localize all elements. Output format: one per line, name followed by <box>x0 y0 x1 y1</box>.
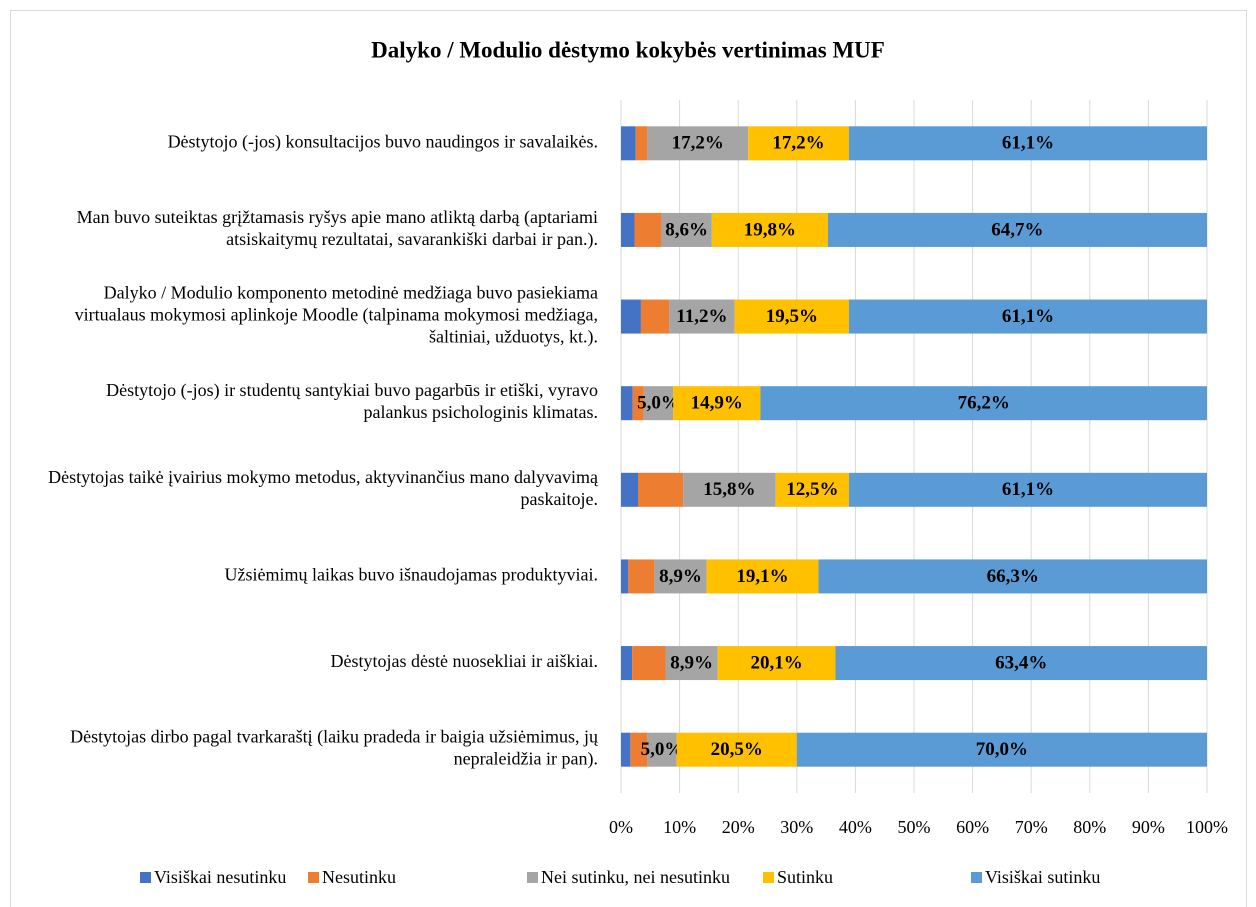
category-label: Dėstytojas dirbo pagal tvarkaraštį (laik… <box>70 727 599 770</box>
category-label: Dėstytojas taikė įvairius mokymo metodus… <box>48 467 599 509</box>
value-label: 17,2% <box>672 133 724 154</box>
bar-segment <box>621 386 633 421</box>
legend-label: Nesutinku <box>322 867 396 887</box>
bar-segment <box>706 559 819 594</box>
x-tick-label: 90% <box>1132 817 1165 837</box>
category-label: Dėstytojo (-jos) konsultacijos buvo naud… <box>168 131 598 152</box>
bar-segment <box>775 472 849 507</box>
bar-segment <box>669 299 735 334</box>
value-label: 5,0% <box>637 393 680 414</box>
legend-label: Visiškai nesutinku <box>154 867 286 887</box>
bar-segment <box>621 559 629 594</box>
value-label: 5,0% <box>641 739 684 760</box>
value-label: 8,6% <box>665 219 708 240</box>
chart-title: Dalyko / Modulio dėstymo kokybės vertini… <box>371 37 885 62</box>
bar-segment <box>632 386 644 421</box>
bar-segment <box>717 646 836 681</box>
value-label: 8,9% <box>670 652 713 673</box>
value-label: 15,8% <box>703 479 755 500</box>
value-label: 14,9% <box>691 393 743 414</box>
category-label: Dalyko / Modulio komponento metodinė med… <box>75 283 598 348</box>
bar-segment <box>621 212 635 247</box>
bar-segment <box>643 386 674 421</box>
x-tick-label: 30% <box>780 817 813 837</box>
bar-segment <box>734 299 849 334</box>
legend-label: Nei sutinku, nei nesutinku <box>541 867 730 887</box>
x-tick-label: 60% <box>956 817 989 837</box>
value-label: 19,5% <box>766 306 818 327</box>
value-label: 61,1% <box>1002 306 1054 327</box>
bar-segment <box>621 472 638 507</box>
legend-swatch <box>971 872 982 883</box>
legend-swatch <box>140 872 151 883</box>
value-label: 76,2% <box>958 393 1010 414</box>
bar-segment <box>640 299 670 334</box>
value-label: 63,4% <box>995 652 1047 673</box>
bar-segment <box>628 559 655 594</box>
bar-segment <box>654 559 707 594</box>
value-label: 20,5% <box>711 739 763 760</box>
category-label: Užsiėmimų laikas buvo išnaudojamas produ… <box>225 565 598 585</box>
bar-segment <box>711 212 828 247</box>
value-label: 64,7% <box>991 219 1043 240</box>
legend-label: Sutinku <box>777 867 833 887</box>
bar-segment <box>647 126 749 161</box>
x-tick-label: 70% <box>1015 817 1048 837</box>
bar-segment <box>647 732 677 767</box>
bar-segment <box>621 646 633 681</box>
bar-segment <box>621 732 631 767</box>
value-label: 70,0% <box>976 739 1028 760</box>
bar-segment <box>748 126 849 161</box>
value-label: 17,2% <box>772 133 824 154</box>
bar-segment <box>796 732 1207 767</box>
x-tick-label: 80% <box>1073 817 1106 837</box>
legend-label: Visiškai sutinku <box>985 867 1100 887</box>
legend-swatch <box>763 872 774 883</box>
category-label: Dėstytojas dėstė nuosekliai ir aiškiai. <box>331 651 598 671</box>
bar-segment <box>630 732 648 767</box>
x-tick-label: 40% <box>839 817 872 837</box>
bar-segment <box>635 126 648 161</box>
category-label: Dėstytojo (-jos) ir studentų santykiai b… <box>106 380 598 422</box>
value-label: 61,1% <box>1002 133 1054 154</box>
bar-segment <box>621 126 636 161</box>
value-label: 66,3% <box>987 566 1039 587</box>
bar-segment <box>835 646 1207 681</box>
bar-segment <box>637 472 684 507</box>
bar-segment <box>683 472 776 507</box>
value-label: 61,1% <box>1002 479 1054 500</box>
value-label: 8,9% <box>659 566 702 587</box>
bar-segment <box>634 212 662 247</box>
category-label: Man buvo suteiktas grįžtamasis ryšys api… <box>77 207 598 250</box>
legend-swatch <box>527 872 538 883</box>
value-label: 19,8% <box>744 219 796 240</box>
value-label: 19,1% <box>736 566 788 587</box>
bar-segment <box>632 646 666 681</box>
bar-segment <box>760 386 1207 421</box>
x-tick-label: 20% <box>722 817 755 837</box>
x-tick-label: 100% <box>1186 817 1228 837</box>
bar-segment <box>848 472 1207 507</box>
bar-segment <box>673 386 761 421</box>
bar-segment <box>621 299 641 334</box>
bar-segment <box>827 212 1207 247</box>
bar-segment <box>848 299 1207 334</box>
value-label: 12,5% <box>786 479 838 500</box>
bar-segment <box>676 732 797 767</box>
value-label: 11,2% <box>676 306 727 327</box>
x-tick-label: 0% <box>609 817 633 837</box>
bar-segment <box>848 126 1207 161</box>
bar-segment <box>818 559 1207 594</box>
x-tick-label: 10% <box>663 817 696 837</box>
legend-swatch <box>308 872 319 883</box>
value-label: 20,1% <box>750 652 802 673</box>
x-tick-label: 50% <box>898 817 931 837</box>
bar-segment <box>661 212 712 247</box>
bar-segment <box>665 646 718 681</box>
